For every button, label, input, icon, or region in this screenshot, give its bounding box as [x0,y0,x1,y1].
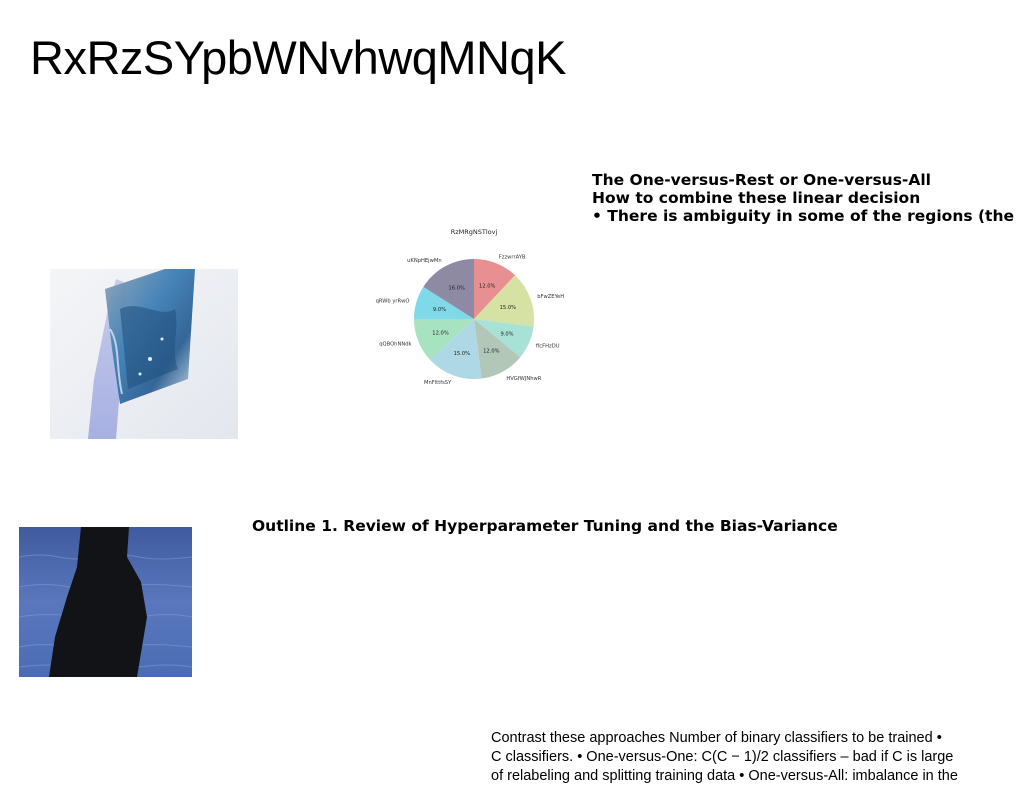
pie-category-label: qQBOhNNdk [379,342,411,348]
pie-percent-label: 9.0% [500,331,513,337]
lab-flask-photo [50,269,238,439]
pie-percent-label: 12.0% [483,349,500,355]
pie-category-label: bFwZEYeH [537,294,564,300]
pie-percent-label: 9.0% [433,307,446,313]
lab-flask-image [50,269,238,439]
pie-category-label: uKNpHEjwMn [407,258,442,264]
pie-percent-label: 12.0% [479,284,496,290]
pie-slice [430,319,482,379]
contrast-line-3: of relabeling and splitting training dat… [491,768,958,784]
outline-text: Outline 1. Review of Hyperparameter Tuni… [252,517,838,535]
pie-percent-label: 12.0% [432,330,449,336]
contrast-text-block: Contrast these approaches Number of bina… [491,729,1024,786]
pie-slices [414,259,534,379]
ovr-line-1: The One-versus-Rest or One-versus-All [592,171,931,189]
pie-category-label: HVGfWJNhwR [506,376,541,382]
pie-slice [423,259,474,319]
pie-slice [414,319,474,361]
pie-title: RzMRgNSTlovj [451,228,498,236]
pie-slice [474,275,534,327]
pie-category-label: qRWb yrRwO [376,298,410,304]
pie-labels: 12.0% FzzwrrAYB 15.0% bFwZEYeH 9.0% ffcFHzDU 1… [376,255,565,387]
ovr-line-2: How to combine these linear decision [592,189,921,207]
pie-slice [474,319,521,379]
ovr-text-block: The One-versus-Rest or One-versus-All Ho… [592,171,1024,225]
silhouette-image [19,527,192,677]
pie-slice [414,286,474,319]
contrast-line-1: Contrast these approaches Number of bina… [491,730,942,746]
pie-chart: RzMRgNSTlovj 12.0% FzzwrrAYB 15.0% bFwZEYeH… [376,228,565,387]
pie-percent-label: 15.0% [454,351,471,357]
silhouette-photo [19,527,192,677]
pie-category-label: ffcFHzDU [536,344,560,350]
ovr-line-3: • There is ambiguity in some of the regi… [592,207,1015,225]
contrast-line-2: C classifiers. • One-versus-One: C(C − 1… [491,749,954,765]
pie-slice [474,259,516,319]
pie-category-label: MnFlttfsSY [424,380,452,386]
pie-category-label: FzzwrrAYB [499,255,526,261]
pie-percent-label: 16.0% [448,285,465,291]
slide-title: RxRzSYpbWNvhwqMNqK [30,31,566,84]
pie-slice [474,319,534,358]
pie-percent-label: 15.0% [500,305,517,311]
